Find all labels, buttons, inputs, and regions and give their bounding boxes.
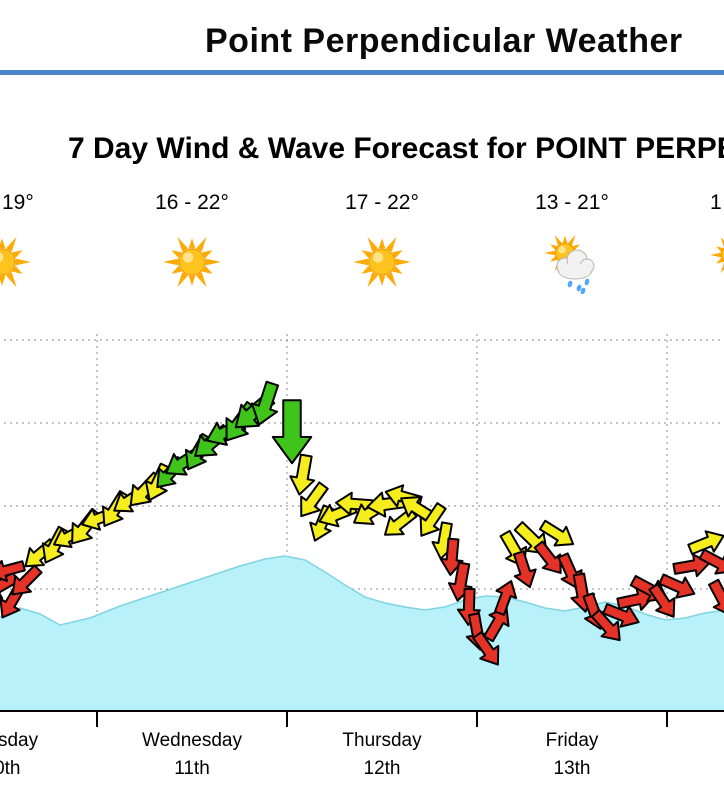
sun-icon	[154, 230, 230, 294]
sunny-glyph	[0, 230, 40, 294]
wind-arrow	[273, 400, 312, 463]
forecast-heading: 7 Day Wind & Wave Forecast for POINT PER…	[68, 132, 724, 166]
sun-highlight	[183, 252, 193, 262]
sun-ray	[0, 276, 5, 286]
temp-label-tuesday: 19°	[2, 191, 34, 215]
sun-ray	[386, 272, 397, 287]
sun-highlight	[373, 252, 383, 262]
date-label: 13th	[554, 758, 591, 779]
sun-ray	[6, 237, 17, 252]
header-divider	[0, 70, 724, 75]
sun-ray	[6, 272, 17, 287]
partly-cloudy-glyph	[702, 230, 724, 294]
day-label: Wednesday	[142, 730, 242, 751]
sun-ray	[178, 272, 189, 287]
temp-label-wednesday: 16 - 22°	[132, 191, 252, 215]
sun-ray	[544, 251, 555, 256]
sun-icon	[0, 230, 40, 294]
temp-label-friday: 13 - 21°	[512, 191, 632, 215]
sun-ray	[196, 237, 207, 252]
sun-highlight	[558, 246, 566, 254]
sun-ray	[0, 238, 5, 248]
sun-ray	[353, 259, 368, 266]
page-title: Point Perpendicular Weather	[205, 22, 683, 61]
sun-ray	[386, 237, 397, 252]
raindrop-icon	[567, 280, 573, 288]
sun-ray	[379, 238, 386, 248]
day-label: Friday	[546, 730, 599, 751]
sun-ray	[189, 276, 196, 286]
temp-label-saturday: 1	[710, 191, 722, 215]
day-label: Thursday	[342, 730, 422, 751]
sun-icon	[344, 230, 420, 294]
sun-ray	[16, 259, 31, 266]
sun-ray	[163, 259, 178, 266]
sun-ray	[189, 238, 196, 248]
sun-ray	[396, 259, 411, 266]
sun-disc	[179, 249, 205, 275]
sun-ray	[563, 236, 568, 244]
sun-ray	[178, 237, 189, 252]
partly-cloudy-icon	[702, 230, 724, 294]
sun-ray	[206, 259, 221, 266]
date-label: 12th	[364, 758, 401, 779]
sun-disc	[369, 249, 395, 275]
sun-ray	[368, 237, 379, 252]
sun-ray	[368, 272, 379, 287]
temp-label-thursday: 17 - 22°	[322, 191, 442, 215]
sun-ray	[379, 276, 386, 286]
sun-ray	[710, 253, 721, 258]
date-label: 11th	[174, 758, 210, 779]
rain-shower-glyph	[534, 230, 610, 294]
rain-shower-icon	[534, 230, 610, 294]
day-label: Tuesday	[0, 730, 39, 751]
sun-ray	[721, 262, 724, 273]
sunny-glyph	[344, 230, 420, 294]
raindrop-icon	[584, 278, 590, 286]
sunny-glyph	[154, 230, 230, 294]
date-label: 10th	[0, 758, 20, 779]
sun-ray	[196, 272, 207, 287]
sun-ray	[721, 237, 724, 248]
